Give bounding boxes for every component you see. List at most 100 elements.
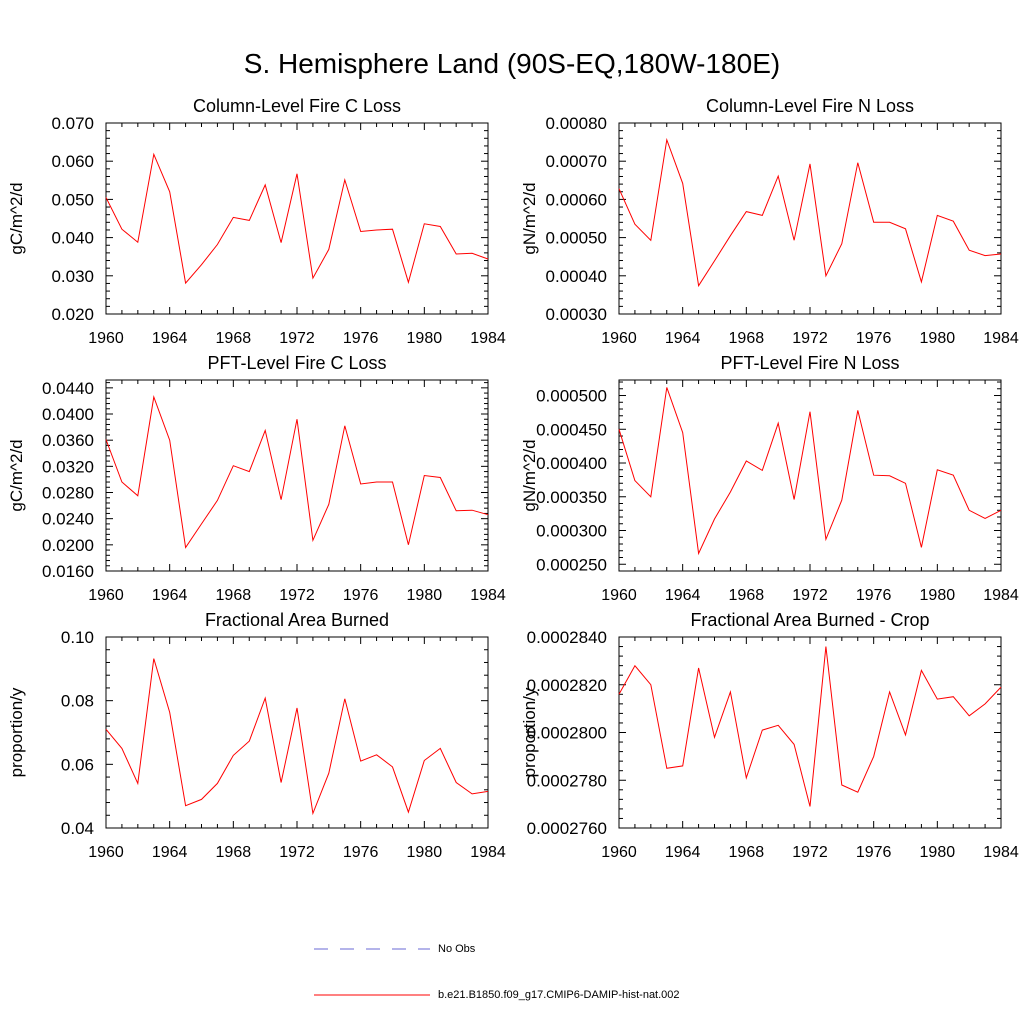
y-tick-label: 0.000400 — [536, 454, 607, 473]
x-tick-label: 1964 — [665, 844, 701, 861]
series-line-1 — [618, 137, 1002, 288]
y-axis-label: gC/m^2/d — [7, 439, 26, 511]
series-line-1 — [105, 152, 489, 285]
chart-title: Fractional Area Burned — [205, 610, 389, 630]
x-tick-label: 1980 — [920, 587, 956, 604]
x-tick-label: 1968 — [216, 844, 252, 861]
x-tick-label: 1972 — [279, 587, 315, 604]
y-tick-label: 0.050 — [51, 190, 94, 209]
y-tick-label: 0.04 — [61, 819, 94, 838]
y-tick-label: 0.000350 — [536, 488, 607, 507]
x-tick-label: 1984 — [983, 844, 1019, 861]
x-tick-label: 1960 — [601, 330, 637, 347]
chart-panel-2: 1960 1964 1968 1972 1976 1980 1984 0.00030 0.000… — [520, 96, 1019, 347]
y-tick-label: 0.070 — [51, 114, 94, 133]
y-tick-label: 0.00080 — [546, 114, 607, 133]
x-tick-label: 1968 — [729, 844, 765, 861]
plot-frame — [618, 379, 1002, 572]
series-line-1 — [618, 387, 1002, 556]
x-tick-label: 1976 — [856, 844, 892, 861]
x-tick-label: 1980 — [920, 330, 956, 347]
series-line-1 — [105, 395, 489, 549]
x-tick-label: 1976 — [343, 587, 379, 604]
y-tick-label: 0.00040 — [546, 267, 607, 286]
plot-frame — [105, 122, 489, 315]
chart-title: PFT-Level Fire N Loss — [720, 353, 899, 373]
y-tick-label: 0.00030 — [546, 305, 607, 324]
x-tick-label: 1972 — [792, 330, 828, 347]
chart-panel-3: 1960 1964 1968 1972 1976 1980 1984 0.0160 0.0200… — [7, 353, 506, 604]
y-tick-label: 0.0002780 — [527, 771, 607, 790]
y-axis-label: gN/m^2/d — [520, 182, 539, 254]
y-tick-label: 0.08 — [61, 692, 94, 711]
series-line-1 — [105, 658, 489, 816]
chart-panel-1: 1960 1964 1968 1972 1976 1980 1984 0.020 0.030 0.… — [7, 96, 506, 347]
series-line-1 — [618, 646, 1002, 807]
y-tick-label: 0.060 — [51, 152, 94, 171]
x-tick-label: 1964 — [665, 330, 701, 347]
plot-frame — [105, 379, 489, 572]
x-tick-label: 1960 — [88, 587, 124, 604]
plot-frame — [618, 122, 1002, 315]
y-tick-label: 0.00060 — [546, 190, 607, 209]
x-tick-label: 1964 — [152, 587, 188, 604]
chart-panel-4: 1960 1964 1968 1972 1976 1980 1984 0.000250 0.00… — [520, 353, 1019, 604]
x-tick-label: 1964 — [152, 844, 188, 861]
y-axis-label: proportion/y — [520, 687, 539, 777]
y-axis-label: gN/m^2/d — [520, 439, 539, 511]
y-tick-label: 0.000250 — [536, 555, 607, 574]
x-tick-label: 1972 — [792, 587, 828, 604]
x-tick-label: 1984 — [983, 330, 1019, 347]
x-tick-label: 1968 — [729, 330, 765, 347]
plot-frame — [618, 636, 1002, 829]
y-axis-label: proportion/y — [7, 687, 26, 777]
x-tick-label: 1976 — [343, 330, 379, 347]
y-tick-label: 0.10 — [61, 628, 94, 647]
chart-title: Column-Level Fire C Loss — [193, 96, 401, 116]
y-tick-label: 0.000450 — [536, 420, 607, 439]
chart-title: Fractional Area Burned - Crop — [690, 610, 929, 630]
y-tick-label: 0.020 — [51, 305, 94, 324]
y-tick-label: 0.0240 — [42, 510, 94, 529]
x-tick-label: 1980 — [407, 587, 443, 604]
y-tick-label: 0.0160 — [42, 562, 94, 581]
chart-panel-5: 1960 1964 1968 1972 1976 1980 1984 0.04 0.06 0.08… — [7, 610, 506, 861]
x-tick-label: 1968 — [729, 587, 765, 604]
y-tick-label: 0.0360 — [42, 431, 94, 450]
x-tick-label: 1960 — [88, 330, 124, 347]
chart-panel-6: 1960 1964 1968 1972 1976 1980 1984 0.0002760 0.0… — [520, 610, 1019, 861]
y-tick-label: 0.0002840 — [527, 628, 607, 647]
y-tick-label: 0.06 — [61, 755, 94, 774]
x-tick-label: 1964 — [152, 330, 188, 347]
y-tick-label: 0.000500 — [536, 387, 607, 406]
x-tick-label: 1980 — [920, 844, 956, 861]
legend-obs-label: No Obs — [438, 943, 476, 955]
figure-title: S. Hemisphere Land (90S-EQ,180W-180E) — [243, 48, 781, 79]
x-tick-label: 1972 — [279, 330, 315, 347]
plot-frame — [105, 636, 489, 829]
chart-title: PFT-Level Fire C Loss — [207, 353, 386, 373]
y-axis-label: gC/m^2/d — [7, 182, 26, 254]
x-tick-label: 1980 — [407, 330, 443, 347]
y-tick-label: 0.00070 — [546, 152, 607, 171]
y-tick-label: 0.000300 — [536, 522, 607, 541]
legend-swatches — [314, 948, 430, 996]
x-tick-label: 1968 — [216, 587, 252, 604]
x-tick-label: 1976 — [343, 844, 379, 861]
x-tick-label: 1964 — [665, 587, 701, 604]
x-tick-label: 1968 — [216, 330, 252, 347]
legend-series-label: b.e21.B1850.f09_g17.CMIP6-DAMIP-hist-nat… — [438, 989, 680, 1001]
x-tick-label: 1984 — [983, 587, 1019, 604]
x-tick-label: 1980 — [407, 844, 443, 861]
y-tick-label: 0.0002800 — [527, 724, 607, 743]
x-tick-label: 1976 — [856, 330, 892, 347]
x-tick-label: 1984 — [470, 330, 506, 347]
x-tick-label: 1960 — [88, 844, 124, 861]
x-tick-label: 1972 — [792, 844, 828, 861]
y-tick-label: 0.0400 — [42, 405, 94, 424]
y-tick-label: 0.0440 — [42, 379, 94, 398]
x-tick-label: 1984 — [470, 587, 506, 604]
y-tick-label: 0.0320 — [42, 457, 94, 476]
chart-title: Column-Level Fire N Loss — [706, 96, 914, 116]
